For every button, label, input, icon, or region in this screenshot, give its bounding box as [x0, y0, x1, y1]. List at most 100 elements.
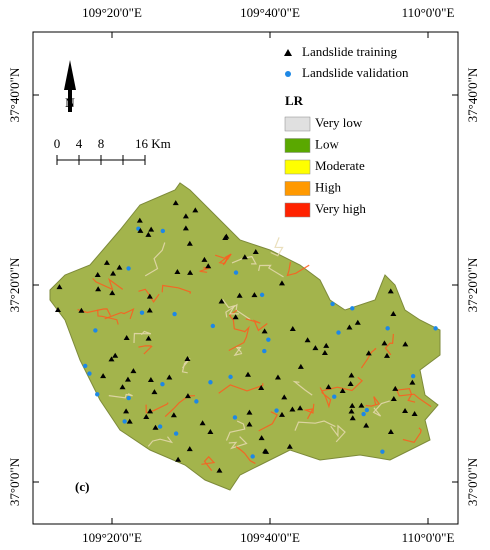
validation-point [126, 266, 131, 271]
bottom-label: 109°20'0"E [82, 530, 142, 545]
training-point [312, 345, 319, 351]
validation-point [266, 337, 271, 342]
training-point [146, 293, 153, 299]
river [228, 436, 248, 450]
river [235, 446, 256, 465]
river [294, 420, 336, 431]
training-point [199, 420, 206, 426]
right-label: 37°20'0"N [465, 257, 480, 312]
legend-symbol [284, 49, 292, 56]
training-point [145, 231, 152, 237]
training-point [172, 200, 179, 206]
training-point [110, 270, 117, 276]
training-point [148, 226, 155, 232]
validation-point [194, 399, 199, 404]
river [365, 396, 381, 407]
training-point [119, 384, 126, 390]
training-point [383, 352, 390, 358]
training-point [216, 467, 223, 473]
north-label: N [65, 95, 75, 110]
river [372, 400, 390, 417]
training-point [339, 387, 346, 393]
training-point [289, 406, 296, 412]
bottom-label: 109°40'0"E [240, 530, 300, 545]
legend-label: Landslide validation [302, 65, 409, 80]
river [321, 376, 364, 392]
validation-point [336, 330, 341, 335]
scale-label: 0 [54, 136, 61, 151]
training-point [390, 395, 397, 401]
training-point [123, 408, 130, 414]
validation-point [82, 363, 88, 369]
river [303, 403, 315, 420]
scale-label: 16 Km [135, 136, 171, 151]
validation-point [172, 311, 177, 317]
training-point [246, 409, 253, 415]
training-point [321, 349, 328, 355]
training-point [201, 256, 208, 262]
training-point [363, 422, 370, 428]
validation-point [332, 394, 337, 399]
legend-label: Landslide training [302, 44, 397, 59]
training-point [297, 363, 304, 369]
validation-point [250, 454, 255, 459]
validation-point [157, 424, 163, 429]
top-label: 110°0'0"E [402, 5, 455, 20]
training-point [349, 415, 356, 421]
training-point [103, 259, 110, 265]
training-point [304, 337, 311, 343]
validation-point [126, 395, 131, 401]
training-point [236, 292, 243, 298]
training-point [146, 307, 153, 313]
training-point [147, 408, 154, 414]
validation-point [160, 228, 166, 234]
validation-point [262, 348, 267, 354]
river [384, 333, 394, 356]
legend-swatch [284, 138, 311, 153]
river [231, 255, 257, 265]
river [161, 284, 192, 294]
validation-point [364, 407, 370, 413]
validation-point [380, 449, 385, 454]
training-point [390, 310, 397, 316]
validation-point [385, 326, 390, 331]
validation-point [350, 306, 355, 311]
river [145, 402, 169, 414]
panel-label: (c) [75, 479, 89, 494]
river [225, 420, 246, 441]
training-point [112, 352, 119, 358]
training-point [274, 374, 281, 380]
validation-point [259, 292, 265, 298]
training-point [100, 373, 107, 379]
legend-label: High [315, 179, 342, 194]
river [144, 242, 166, 277]
training-point [174, 268, 181, 274]
training-point [392, 385, 399, 391]
training-point [354, 319, 361, 325]
bottom-label: 110°0'0"E [402, 530, 455, 545]
training-point [365, 350, 372, 356]
validation-point [210, 323, 216, 329]
training-point [258, 435, 265, 441]
training-point [387, 288, 394, 294]
training-point [175, 456, 182, 462]
training-point [325, 384, 332, 390]
legend-swatch [284, 159, 311, 175]
river [218, 383, 264, 394]
river [402, 427, 422, 443]
river [233, 346, 243, 357]
training-point [261, 328, 268, 334]
river [92, 277, 124, 291]
river [286, 261, 310, 277]
training-point [348, 408, 355, 414]
legend-label: Very high [315, 201, 366, 216]
river [225, 303, 251, 320]
training-point [348, 372, 355, 378]
top-label: 109°20'0"E [82, 5, 142, 20]
legend-swatch [284, 181, 311, 196]
legend-title: LR [285, 93, 304, 108]
training-point [286, 443, 293, 449]
scale-bar: 0 4 8 16 Km [54, 136, 171, 165]
training-point [278, 280, 285, 286]
